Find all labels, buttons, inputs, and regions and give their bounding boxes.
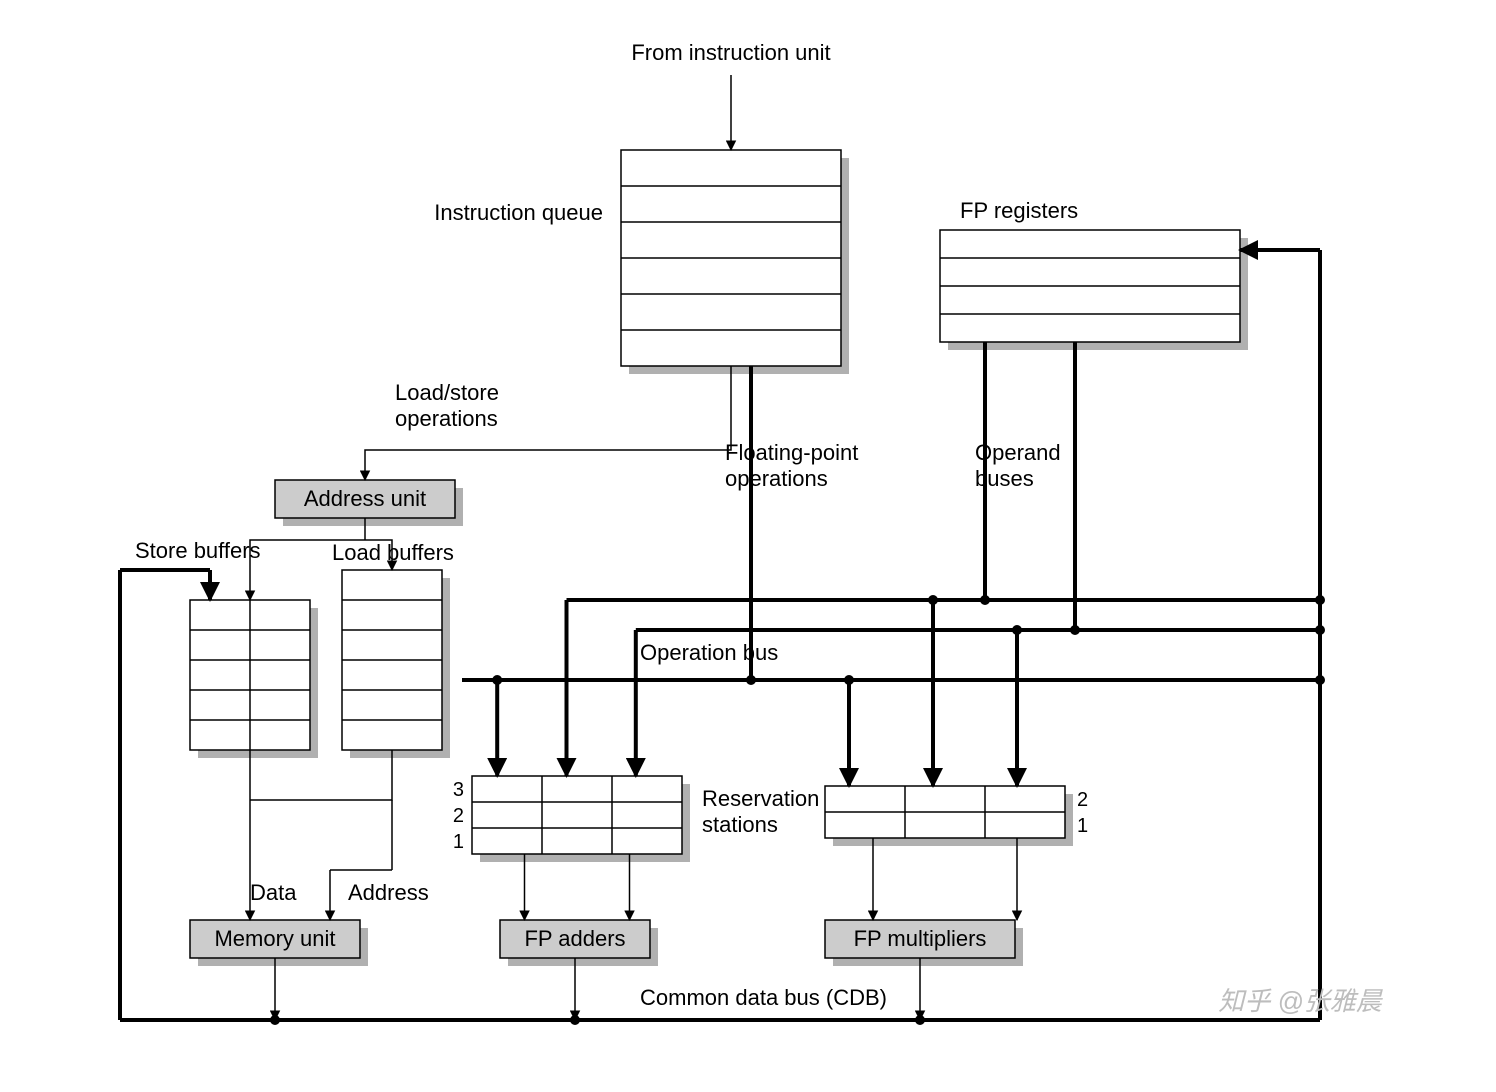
from-instruction-unit-label: From instruction unit xyxy=(631,40,830,65)
label: 1 xyxy=(453,831,464,853)
rs_adders xyxy=(472,776,690,862)
address-label: Address xyxy=(348,880,429,905)
fp_registers xyxy=(940,230,1248,350)
label: 1 xyxy=(1077,815,1088,837)
watermark: 知乎 @张雅晨 xyxy=(1218,986,1384,1016)
operation-bus-label: Operation bus xyxy=(640,640,778,665)
operand-buses-label: Operandbuses xyxy=(975,440,1061,491)
fp-ops-label: Floating-pointoperations xyxy=(725,440,858,491)
address-unit-label: Address unit xyxy=(304,486,426,511)
cdb-label: Common data bus (CDB) xyxy=(640,985,887,1010)
fp-registers-label: FP registers xyxy=(960,198,1078,223)
label: 2 xyxy=(453,805,464,827)
store-buffers-label: Store buffers xyxy=(135,538,261,563)
instruction-queue-label: Instruction queue xyxy=(434,200,603,225)
instr_queue xyxy=(621,150,849,374)
memory-unit-label: Memory unit xyxy=(214,926,335,951)
load-store-ops-label: Load/storeoperations xyxy=(395,380,499,431)
store_buffers xyxy=(190,600,318,758)
rs_mults xyxy=(825,786,1073,846)
load-buffers-label: Load buffers xyxy=(332,540,454,565)
label: 3 xyxy=(453,779,464,801)
fp-multipliers-label: FP multipliers xyxy=(854,926,987,951)
label: 2 xyxy=(1077,789,1088,811)
reservation-stations-label: Reservationstations xyxy=(702,786,819,837)
tomasulo-diagram: From instruction unit Instruction queue FP… xyxy=(0,0,1496,1092)
load_buffers xyxy=(342,570,450,758)
fp-adders-label: FP adders xyxy=(524,926,625,951)
data-label: Data xyxy=(250,880,297,905)
